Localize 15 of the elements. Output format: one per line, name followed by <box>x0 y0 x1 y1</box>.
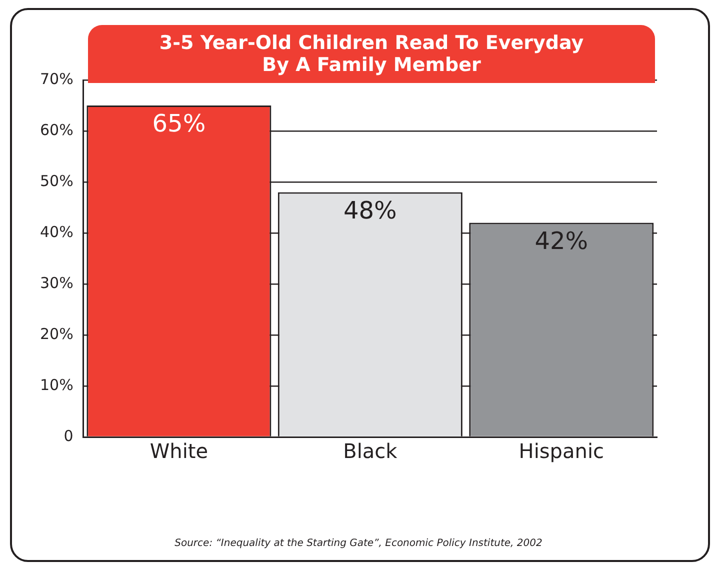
data-label: 48% <box>344 196 397 224</box>
y-tick-label: 30% <box>40 274 74 292</box>
x-tick-label: Black <box>343 439 398 464</box>
y-tick-label: 50% <box>40 172 74 190</box>
y-tick-label: 70% <box>40 70 74 88</box>
data-label: 65% <box>152 110 206 138</box>
x-tick-label: White <box>150 439 208 464</box>
y-tick-label: 10% <box>40 376 74 394</box>
source-note: Source: “Inequality at the Starting Gate”, Economic Policy Institute, 2002 <box>174 538 544 549</box>
y-tick-label: 0 <box>64 426 74 445</box>
y-tick-label: 20% <box>40 324 74 343</box>
x-tick-label: Hispanic <box>518 439 604 464</box>
data-label: 42% <box>534 227 588 256</box>
y-tick-label: 40% <box>40 222 74 241</box>
y-tick-label: 60% <box>40 120 74 139</box>
